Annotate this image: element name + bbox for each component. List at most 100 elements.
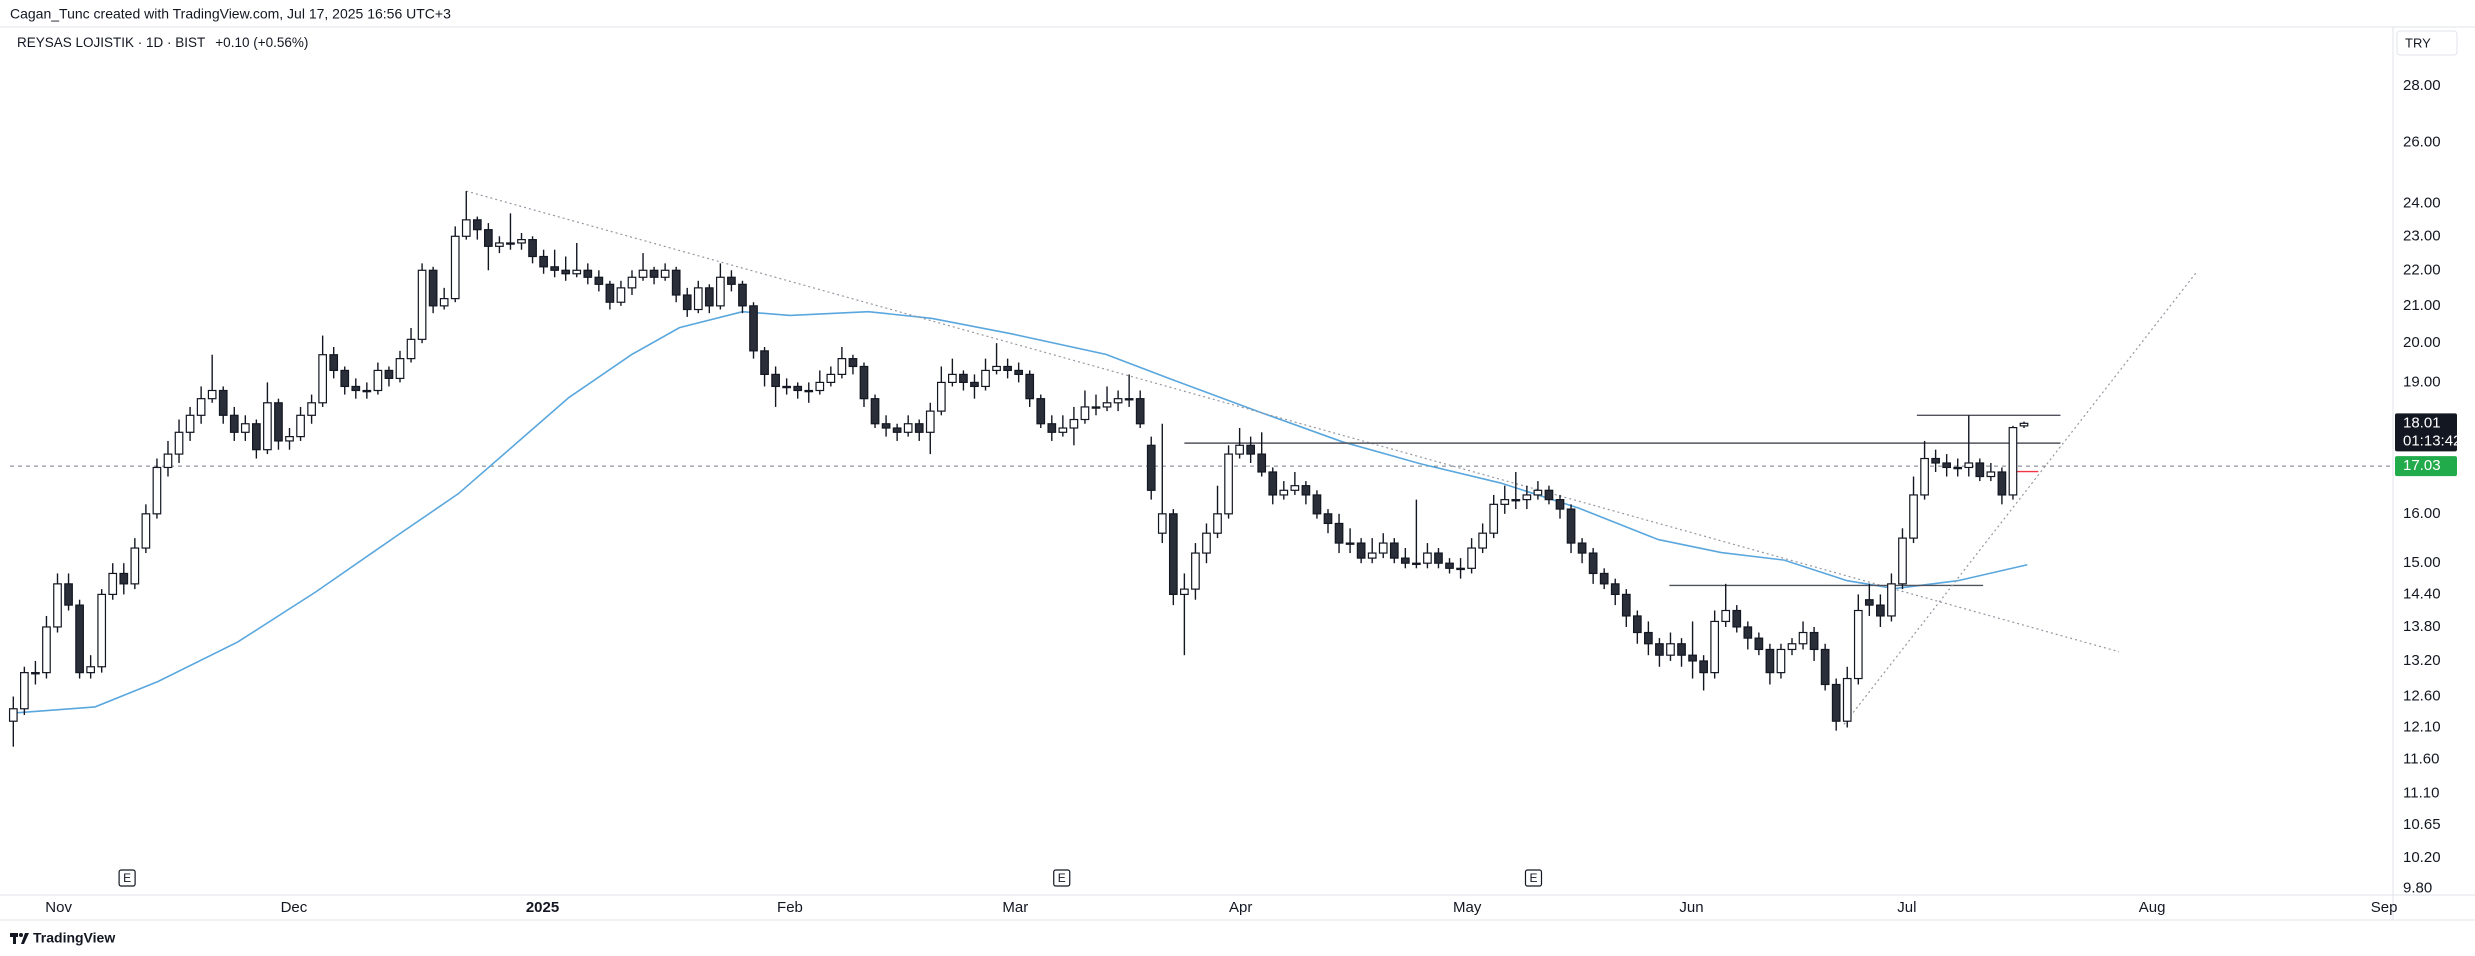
- candle: [992, 343, 1001, 375]
- candle-body: [1798, 631, 1808, 645]
- candle: [738, 280, 747, 314]
- y-tick-label: 26.00: [2403, 133, 2441, 150]
- candle: [252, 419, 261, 459]
- candle: [1191, 543, 1200, 600]
- candle-body: [1953, 466, 1963, 470]
- candle-body: [196, 398, 206, 416]
- candle: [1235, 428, 1244, 459]
- candle: [31, 660, 40, 685]
- candle-body: [1412, 562, 1421, 565]
- candle-body: [1224, 453, 1233, 515]
- event-marker: [1524, 869, 1543, 887]
- candle: [163, 440, 173, 477]
- candle-body: [296, 414, 305, 438]
- candle: [1677, 638, 1686, 667]
- candle-body: [207, 389, 217, 400]
- candle: [1080, 390, 1090, 424]
- candle: [1412, 499, 1421, 569]
- candle-body: [583, 269, 593, 278]
- candle: [506, 213, 515, 250]
- candle: [108, 563, 118, 600]
- candle-body: [1489, 503, 1499, 534]
- y-tick-label: 13.20: [2403, 652, 2441, 669]
- candle: [959, 370, 968, 391]
- candle-body: [130, 547, 140, 585]
- candle: [859, 362, 869, 407]
- candle: [1478, 523, 1488, 554]
- candle: [881, 415, 891, 437]
- candle: [616, 280, 626, 306]
- y-tick-label: 21.00: [2403, 297, 2441, 314]
- candle-body: [925, 410, 935, 433]
- candle: [638, 253, 648, 281]
- candle-body: [914, 423, 924, 433]
- y-tick-label: 10.65: [2403, 816, 2441, 833]
- candle-body: [75, 604, 84, 674]
- candle: [1920, 440, 1929, 500]
- candle: [572, 242, 582, 278]
- candle: [1025, 370, 1035, 407]
- candle-body: [141, 513, 151, 549]
- candle: [8, 696, 18, 747]
- candle: [351, 378, 361, 399]
- candle: [970, 374, 979, 399]
- candle: [1577, 538, 1587, 564]
- candle-body: [1334, 522, 1344, 544]
- candle-body: [1036, 398, 1046, 425]
- candle: [1721, 583, 1731, 627]
- candle: [1257, 432, 1267, 477]
- candle: [1787, 638, 1797, 656]
- candle-body: [1864, 599, 1874, 606]
- candle-body: [1699, 660, 1708, 674]
- candle: [472, 216, 482, 240]
- candle-body: [450, 235, 460, 300]
- candle-body: [605, 283, 615, 303]
- candle-body: [970, 381, 979, 388]
- candle: [1290, 471, 1300, 495]
- candle: [263, 382, 272, 455]
- x-tick-label: May: [1453, 899, 1482, 916]
- candle: [1931, 449, 1940, 472]
- candle-body: [1544, 489, 1554, 501]
- candle: [1909, 476, 1918, 544]
- candle-body: [329, 354, 339, 372]
- candle: [274, 398, 283, 450]
- candle: [837, 347, 847, 379]
- candle-body: [417, 269, 427, 340]
- candle-body: [782, 385, 792, 389]
- candle-body: [1632, 615, 1642, 634]
- candle-body: [1898, 537, 1907, 585]
- currency-button[interactable]: [2396, 30, 2458, 56]
- brand-logo: [10, 933, 29, 944]
- y-tick-label: 23.00: [2403, 227, 2441, 244]
- candle: [892, 423, 902, 441]
- candle: [948, 358, 957, 387]
- candle-body: [1323, 513, 1333, 525]
- candle-body: [1246, 444, 1256, 455]
- candle: [439, 287, 449, 310]
- x-tick-label: Jul: [1897, 899, 1916, 916]
- candle: [793, 382, 803, 399]
- candle: [1953, 458, 1963, 477]
- candle: [1456, 558, 1465, 579]
- candle-body: [185, 414, 195, 433]
- currency[interactable]: TRY: [2405, 35, 2431, 50]
- candle: [417, 263, 427, 344]
- candle: [1809, 626, 1819, 661]
- candle: [1268, 467, 1278, 505]
- candle-body: [981, 369, 990, 388]
- candle-body: [1577, 542, 1587, 554]
- candle-body: [1776, 648, 1786, 674]
- candle-body: [903, 423, 913, 433]
- candle: [185, 406, 195, 441]
- candle: [1378, 533, 1388, 559]
- candle: [240, 415, 250, 441]
- candle: [1157, 423, 1167, 544]
- candle: [627, 270, 637, 296]
- candle: [716, 263, 725, 310]
- candle: [42, 615, 51, 679]
- candle-body: [1102, 402, 1112, 408]
- y-tick-label: 24.00: [2403, 195, 2441, 212]
- y-tick-label: 11.10: [2403, 784, 2439, 801]
- candle: [1666, 632, 1675, 661]
